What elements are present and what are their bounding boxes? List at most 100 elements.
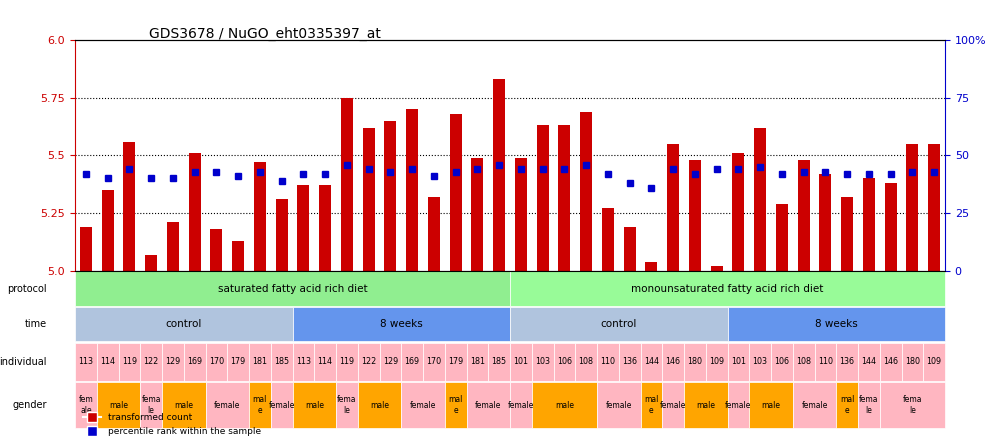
- Bar: [292, 382, 336, 428]
- Bar: [184, 343, 206, 381]
- Bar: [336, 343, 358, 381]
- Bar: [206, 382, 249, 428]
- Bar: [906, 144, 918, 271]
- Bar: [754, 128, 766, 271]
- Text: 169: 169: [405, 357, 420, 366]
- Bar: [271, 382, 292, 428]
- Bar: [471, 158, 483, 271]
- Bar: [380, 343, 401, 381]
- Text: time: time: [25, 319, 47, 329]
- Text: fema
le: fema le: [337, 396, 357, 415]
- Bar: [319, 185, 331, 271]
- Bar: [858, 343, 880, 381]
- Text: 103: 103: [753, 357, 768, 366]
- Bar: [776, 204, 788, 271]
- Text: 185: 185: [274, 357, 289, 366]
- Text: mal
e: mal e: [840, 396, 854, 415]
- Text: male: male: [174, 400, 193, 410]
- Bar: [711, 266, 723, 271]
- Bar: [880, 343, 902, 381]
- Text: 109: 109: [927, 357, 942, 366]
- Bar: [554, 343, 575, 381]
- Text: 101: 101: [513, 357, 528, 366]
- Text: 103: 103: [535, 357, 550, 366]
- Bar: [532, 382, 597, 428]
- Bar: [358, 382, 401, 428]
- Bar: [292, 343, 314, 381]
- Text: male: male: [696, 400, 715, 410]
- Bar: [445, 382, 466, 428]
- Text: 113: 113: [78, 357, 93, 366]
- Bar: [885, 183, 897, 271]
- Bar: [667, 144, 679, 271]
- Bar: [597, 343, 619, 381]
- Text: 181: 181: [252, 357, 267, 366]
- Bar: [423, 343, 445, 381]
- Bar: [684, 382, 728, 428]
- Bar: [254, 162, 266, 271]
- Text: 169: 169: [187, 357, 202, 366]
- Bar: [836, 343, 858, 381]
- Bar: [210, 229, 222, 271]
- Bar: [515, 158, 527, 271]
- Bar: [162, 382, 206, 428]
- Text: 170: 170: [209, 357, 224, 366]
- Bar: [749, 382, 793, 428]
- Bar: [532, 343, 554, 381]
- Bar: [189, 153, 201, 271]
- Bar: [488, 343, 510, 381]
- Text: 179: 179: [448, 357, 463, 366]
- Bar: [363, 128, 375, 271]
- Bar: [80, 227, 92, 271]
- Text: male: male: [370, 400, 389, 410]
- Bar: [119, 343, 140, 381]
- Text: male: male: [305, 400, 324, 410]
- Bar: [580, 111, 592, 271]
- Bar: [537, 125, 549, 271]
- Text: male: male: [109, 400, 128, 410]
- Text: 106: 106: [774, 357, 789, 366]
- Bar: [645, 262, 657, 271]
- Text: 110: 110: [600, 357, 615, 366]
- Text: control: control: [166, 319, 202, 329]
- Text: 129: 129: [165, 357, 180, 366]
- Text: mal
e: mal e: [644, 396, 659, 415]
- Text: 109: 109: [709, 357, 724, 366]
- Bar: [902, 343, 923, 381]
- Bar: [75, 382, 97, 428]
- Bar: [798, 160, 810, 271]
- Bar: [384, 121, 396, 271]
- Bar: [450, 114, 462, 271]
- Bar: [602, 208, 614, 271]
- Bar: [341, 98, 353, 271]
- Bar: [841, 197, 853, 271]
- Text: GDS3678 / NuGO_eht0335397_at: GDS3678 / NuGO_eht0335397_at: [149, 27, 381, 41]
- Text: 106: 106: [557, 357, 572, 366]
- Bar: [75, 307, 292, 341]
- Bar: [75, 343, 97, 381]
- Text: 179: 179: [230, 357, 246, 366]
- Bar: [102, 190, 114, 271]
- Text: protocol: protocol: [7, 284, 47, 293]
- Text: female: female: [725, 400, 752, 410]
- Bar: [793, 343, 814, 381]
- Bar: [162, 343, 184, 381]
- Bar: [597, 382, 640, 428]
- Bar: [145, 254, 157, 271]
- Bar: [428, 197, 440, 271]
- Text: 110: 110: [818, 357, 833, 366]
- Bar: [336, 382, 358, 428]
- Text: female: female: [268, 400, 295, 410]
- Bar: [662, 343, 684, 381]
- Bar: [819, 174, 831, 271]
- Text: male: male: [762, 400, 780, 410]
- Text: 180: 180: [905, 357, 920, 366]
- Bar: [728, 382, 749, 428]
- Bar: [406, 109, 418, 271]
- Text: 146: 146: [666, 357, 681, 366]
- Bar: [297, 185, 309, 271]
- Legend: transformed count, percentile rank within the sample: transformed count, percentile rank withi…: [80, 410, 265, 440]
- Bar: [640, 382, 662, 428]
- Bar: [880, 382, 945, 428]
- Bar: [97, 343, 119, 381]
